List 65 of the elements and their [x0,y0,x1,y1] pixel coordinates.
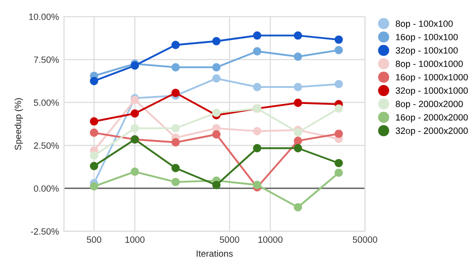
legend-label: 32op - 1000x1000 [396,87,468,96]
x-tick-label: 5000 [220,236,240,243]
legend-label: 32op - 100x100 [396,47,458,56]
point [171,40,180,50]
x-tick-label: 10000 [258,236,282,243]
point [212,108,221,117]
point [294,136,302,145]
point [212,130,221,139]
point [130,109,139,118]
point [252,47,262,56]
y-tick-label: -2.50% [30,228,59,235]
point [334,35,343,44]
point [171,63,180,72]
point [212,37,221,46]
point [212,63,221,72]
point [334,158,343,168]
y-axis-title: Speedup (%) [14,98,23,150]
legend-label: 8op - 1000x1000 [396,60,463,69]
legend-label: 16op - 100x100 [396,34,458,42]
point [294,98,302,107]
point [294,203,302,212]
point [171,124,180,132]
point [334,80,343,88]
point [294,82,302,92]
point [252,144,262,152]
point [334,46,343,54]
point [130,168,139,176]
point [252,180,262,190]
point [294,144,302,152]
legend-label: 32op - 2000x2000 [396,128,468,136]
legend-label: 8op - 2000x2000 [396,100,463,109]
point [334,168,343,177]
x-tick-label: 1000 [125,236,145,243]
point [294,31,302,40]
legend-label: 8op - 100x100 [396,20,453,29]
point [171,88,180,98]
point [90,76,98,86]
y-tick-label: 2.50% [34,142,59,149]
point [212,180,221,190]
point [252,31,262,40]
x-axis-title: Iterations [196,250,233,257]
point [171,164,180,172]
legend-label: 16op - 1000x1000 [396,74,468,82]
point [171,178,180,186]
y-tick-label: 5.00% [34,99,59,106]
legend-label: 16op - 2000x2000 [396,114,468,122]
y-tick-label: 7.50% [34,56,59,63]
point [252,82,262,92]
y-tick-label: 10.00% [29,14,59,20]
point [252,127,262,136]
point [90,117,98,126]
point [90,128,98,137]
point [212,74,221,83]
y-tick-label: 0.00% [34,185,59,192]
point [90,152,98,160]
point [90,162,98,170]
x-tick-label: 500 [86,236,102,243]
x-tick-label: 50000 [352,236,378,243]
point [294,128,302,137]
point [90,182,98,190]
point [334,130,343,138]
point [130,124,139,132]
point [171,138,180,146]
point [334,104,343,113]
point [294,52,302,61]
